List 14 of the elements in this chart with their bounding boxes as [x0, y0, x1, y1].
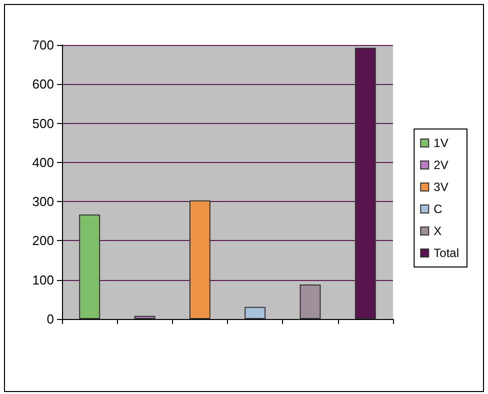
legend-label: 1V: [434, 136, 448, 150]
y-tick-label: 400: [32, 154, 54, 170]
legend-label: 2V: [434, 158, 448, 172]
legend-label: C: [434, 202, 443, 216]
legend-label: X: [434, 224, 442, 238]
y-tick-label: 500: [32, 116, 54, 131]
y-tick-label: 300: [32, 194, 54, 210]
legend-label: Total: [434, 246, 460, 260]
y-tick-label: 700: [32, 38, 54, 52]
y-tick-label: 100: [32, 272, 54, 288]
y-tick-label: 0: [46, 312, 54, 326]
y-tick-label: 600: [32, 76, 54, 92]
legend-label: 3V: [434, 180, 448, 194]
y-tick-label: 200: [32, 233, 54, 248]
